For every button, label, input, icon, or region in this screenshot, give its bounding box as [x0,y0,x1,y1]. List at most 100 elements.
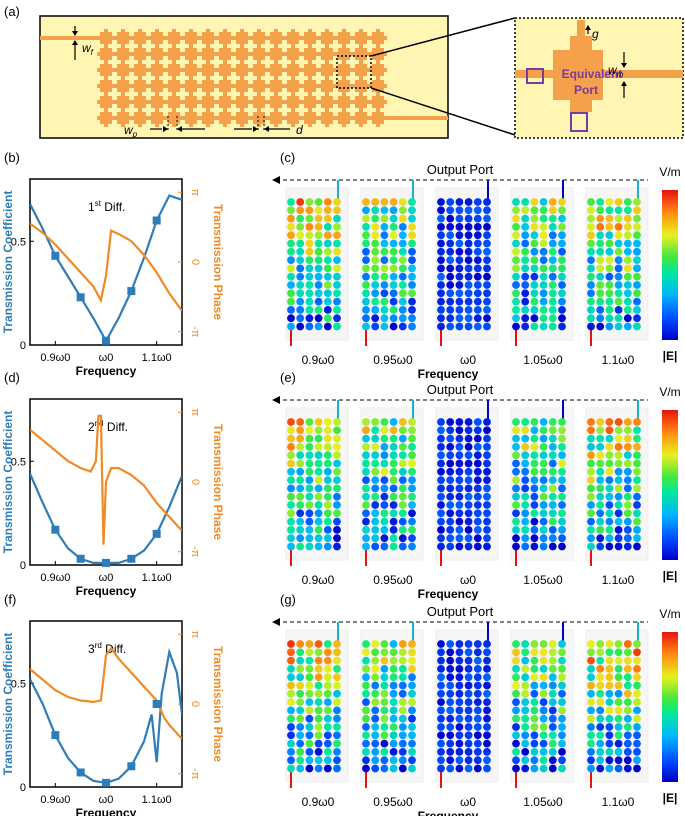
resonator-cell [233,29,251,47]
field-dot [287,542,295,551]
field-dot [596,297,605,306]
field-dot [380,223,389,231]
chart-annotation: 1st Diff. [88,199,125,214]
field-dot [539,748,548,756]
field-dot [614,731,623,740]
field-dot [614,459,623,468]
field-dot [596,689,605,698]
field-dot [323,214,332,223]
data-marker [127,762,136,771]
field-dot [380,297,389,306]
field-dot [380,426,389,435]
field-dot [464,509,473,518]
field-dot [305,681,314,690]
field-dot [483,484,491,493]
field-dot [455,272,464,281]
resonator-cell [284,45,302,63]
field-dot [446,467,455,476]
field-dot [398,322,407,331]
field-dot [530,673,539,682]
field-dot [408,426,416,435]
data-marker [76,768,85,777]
field-dot [614,698,623,706]
field-dot [398,665,407,673]
field-dot [633,542,641,551]
field-dot [483,459,491,468]
field-dot [464,426,473,435]
field-dot [530,256,539,264]
field-dot [614,648,623,657]
field-dot [473,223,482,231]
field-dot [437,542,445,551]
field-dot [287,492,295,501]
field-dot [539,459,548,468]
field-dot [389,706,398,715]
field-dot [305,476,314,484]
field-dot [558,698,566,706]
resonator-cell [318,77,336,95]
resonator-cell [284,29,302,47]
resonator-cell [182,109,200,127]
field-dot [305,198,314,206]
field-dot [521,476,530,484]
resonator-cell [352,45,370,63]
field-dot [623,731,632,740]
field-dot [333,264,341,273]
field-dot [296,756,305,765]
field-dot [483,681,491,690]
field-dot [558,206,566,215]
field-map [585,180,649,346]
field-dot [558,281,566,289]
field-dot [323,223,332,231]
field-dot [558,492,566,501]
field-dot [587,689,595,698]
field-dot [464,748,473,756]
resonator-cell [182,45,200,63]
field-dot [296,542,305,551]
field-dot [362,526,370,534]
field-dot [605,231,614,240]
field-dot [398,418,407,426]
field-dot [512,714,520,723]
field-dot [633,306,641,314]
field-dot [398,256,407,264]
field-dot [333,517,341,526]
field-dot [362,517,370,526]
field-dot [296,467,305,476]
field-dot [389,764,398,773]
field-dot [398,689,407,698]
field-dot [614,426,623,435]
field-dot [446,443,455,451]
field-dot [408,223,416,231]
field-dot [483,256,491,264]
field-dot [473,656,482,665]
resonator-cell [182,93,200,111]
field-dot [437,714,445,723]
field-dot [305,223,314,231]
field-dot [548,281,557,289]
field-dot [314,434,323,443]
field-dot [408,314,416,323]
field-dot [633,314,641,323]
field-dot [455,467,464,476]
field-dot [521,467,530,476]
field-dot [287,714,295,723]
field-dot [605,484,614,493]
resonator-cell [352,93,370,111]
field-dot [605,526,614,534]
field-dot [446,665,455,673]
field-dot [483,492,491,501]
field-dot [473,289,482,298]
inset-top-pad [570,36,592,50]
field-dot [296,289,305,298]
field-dot [483,306,491,314]
field-dot [605,214,614,223]
field-dot [473,247,482,256]
field-dot [305,648,314,657]
zoom-line-bottom [370,87,516,136]
field-dot [389,281,398,289]
field-dot [464,484,473,493]
field-dot [596,706,605,715]
field-dot [548,673,557,682]
field-dot [512,706,520,715]
